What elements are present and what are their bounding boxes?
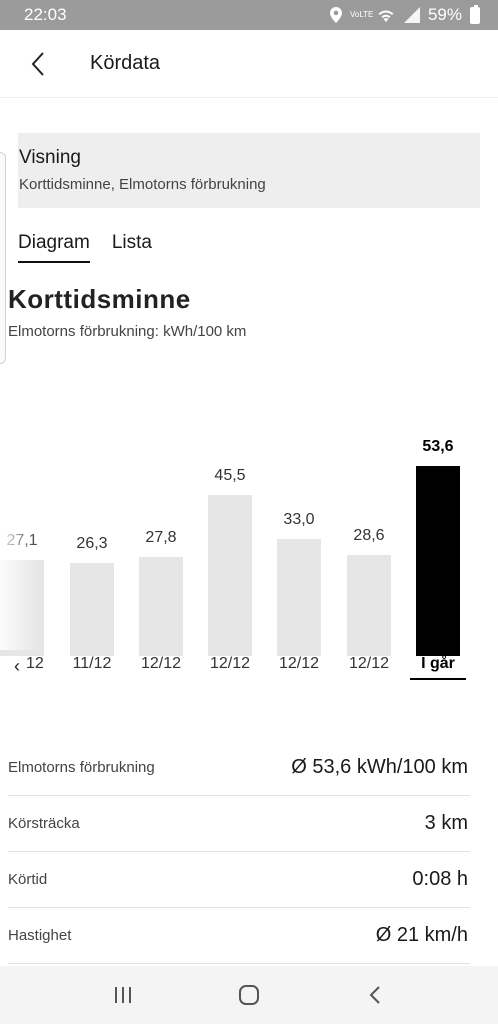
- tab-diagram[interactable]: Diagram: [18, 232, 90, 263]
- bar-value-label: 27,1: [6, 532, 38, 549]
- x-axis-label-4[interactable]: 12/12: [278, 655, 320, 672]
- section-title: Korttidsminne: [8, 284, 191, 314]
- stat-value: 3 km: [424, 812, 468, 834]
- status-bar: 22:03 VoLTE 59%: [0, 0, 498, 30]
- bar: [139, 557, 183, 656]
- bar: [0, 560, 44, 656]
- signal-icon: [403, 7, 420, 23]
- chart-prev-icon[interactable]: ‹: [14, 656, 20, 676]
- chart-bar-1[interactable]: 26,3: [70, 529, 114, 656]
- home-button[interactable]: [219, 973, 279, 1017]
- battery-percent: 59%: [427, 5, 462, 24]
- bar-value-label: 28,6: [353, 527, 385, 544]
- bar: [208, 495, 252, 656]
- consumption-chart: ‹ 27,1 12 26,3 11/12 27,8 12/12 45,5 12/12 33,0 1…: [0, 380, 498, 700]
- stat-value: 0:08 h: [412, 868, 468, 890]
- page-title: Kördata: [90, 52, 161, 74]
- stat-row-drive-time: Körtid 0:08 h: [8, 852, 470, 908]
- battery-icon: [470, 4, 480, 24]
- tab-lista[interactable]: Lista: [111, 232, 152, 253]
- stat-row-consumption: Elmotorns förbrukning Ø 53,6 kWh/100 km: [8, 740, 470, 796]
- side-drawer-handle[interactable]: [0, 152, 6, 364]
- x-axis-label-5[interactable]: 12/12: [348, 655, 390, 672]
- chart-bar-0[interactable]: 27,1: [0, 526, 44, 656]
- view-selector[interactable]: Visning Korttidsminne, Elmotorns förbruk…: [18, 133, 480, 208]
- x-axis-label-1[interactable]: 11/12: [72, 655, 112, 672]
- wifi-icon: [378, 10, 394, 22]
- chart-bar-2[interactable]: 27,8: [139, 523, 183, 656]
- bar: [277, 539, 321, 656]
- stat-label: Hastighet: [8, 927, 72, 944]
- stat-label: Körsträcka: [8, 815, 80, 832]
- bar: [416, 466, 460, 656]
- x-axis-label-0[interactable]: 12: [26, 655, 44, 672]
- bar-value-label: 26,3: [76, 535, 108, 552]
- chart-bar-6[interactable]: 53,6: [416, 432, 460, 656]
- stat-label: Körtid: [8, 871, 48, 888]
- back-button[interactable]: [10, 36, 66, 92]
- back-nav-icon: [369, 986, 380, 1004]
- stat-row-speed: Hastighet Ø 21 km/h: [8, 908, 470, 964]
- system-nav-bar: [0, 966, 498, 1024]
- chart-bar-4[interactable]: 33,0: [277, 505, 321, 656]
- volte-icon: VoLTE: [349, 10, 374, 19]
- x-axis-label-6[interactable]: I går: [421, 655, 455, 672]
- chart-bar-3[interactable]: 45,5: [208, 461, 252, 656]
- home-icon: [239, 985, 259, 1005]
- location-icon: [329, 7, 342, 23]
- view-selector-value: Korttidsminne, Elmotorns förbrukning: [19, 176, 266, 193]
- bar-value-label: 27,8: [145, 529, 177, 546]
- status-icons: VoLTE 59%: [329, 4, 480, 25]
- bar: [347, 555, 391, 656]
- bar-value-label: 33,0: [283, 511, 315, 528]
- stat-label: Elmotorns förbrukning: [8, 759, 155, 776]
- x-axis-label-2[interactable]: 12/12: [140, 655, 182, 672]
- chevron-left-icon: [31, 51, 44, 76]
- view-selector-title: Visning: [19, 147, 81, 168]
- stats-list: Elmotorns förbrukning Ø 53,6 kWh/100 km …: [8, 740, 470, 964]
- x-axis-label-3[interactable]: 12/12: [209, 655, 251, 672]
- bar-value-label: 53,6: [422, 438, 454, 455]
- chart-bar-5[interactable]: 28,6: [347, 521, 391, 656]
- selected-day-underline: [410, 678, 466, 680]
- back-nav-button[interactable]: [345, 973, 405, 1017]
- recents-icon: [115, 987, 131, 1003]
- app-bar: Kördata: [0, 30, 498, 98]
- stat-row-distance: Körsträcka 3 km: [8, 796, 470, 852]
- stat-value: Ø 53,6 kWh/100 km: [291, 756, 468, 778]
- bar: [70, 563, 114, 656]
- stat-value: Ø 21 km/h: [375, 924, 468, 946]
- recents-button[interactable]: [93, 973, 153, 1017]
- view-tabs: Diagram Lista: [18, 232, 152, 263]
- bar-value-label: 45,5: [214, 467, 246, 484]
- status-time: 22:03: [24, 5, 67, 24]
- section-subtitle: Elmotorns förbrukning: kWh/100 km: [8, 323, 247, 340]
